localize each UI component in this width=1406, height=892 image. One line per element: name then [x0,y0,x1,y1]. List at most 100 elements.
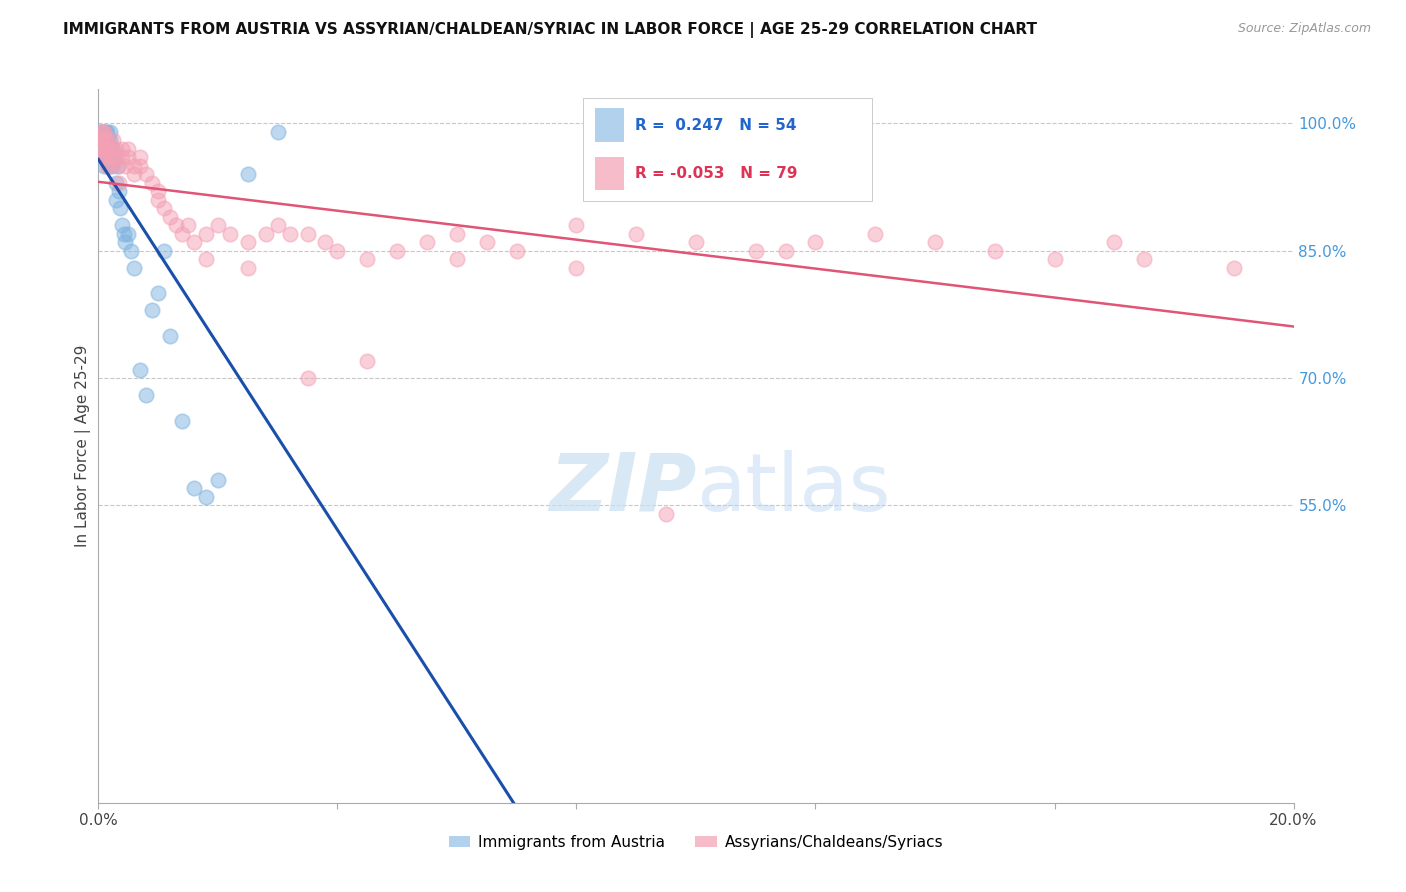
Point [236,260,259,275]
Point [129,150,152,164]
Point [105,176,128,190]
Point [105,150,128,164]
Point [96,159,118,173]
Bar [595,157,624,190]
Point [141,303,163,318]
Point [117,227,139,241]
Point [565,218,588,232]
Point [100,150,122,164]
Y-axis label: In Labor Force | Age 25-29: In Labor Force | Age 25-29 [76,345,91,547]
Point [98,142,122,156]
Point [924,235,946,249]
Point [207,218,229,232]
Point [153,201,176,215]
Text: atlas: atlas [696,450,890,528]
Text: R = -0.053   N = 79: R = -0.053 N = 79 [636,166,797,181]
Point [98,125,122,139]
Point [775,244,797,258]
Point [105,142,128,156]
Point [94,125,117,139]
Point [96,133,118,147]
Point [129,159,152,173]
Point [655,507,678,521]
Point [89,133,111,147]
Point [97,150,120,164]
Point [89,125,111,139]
Point [111,218,134,232]
Point [108,201,131,215]
Point [100,142,122,156]
Point [745,244,768,258]
Point [685,235,707,249]
Point [1133,252,1156,266]
Point [100,150,122,164]
Point [93,150,115,164]
Point [804,235,827,249]
Text: ZIP: ZIP [548,450,696,528]
Point [117,150,139,164]
Point [94,133,117,147]
Point [97,142,120,156]
Point [153,244,176,258]
Point [159,328,181,343]
Point [108,184,131,198]
Point [103,150,125,164]
Point [98,159,121,173]
Point [97,133,120,147]
Point [984,244,1007,258]
Point [98,133,122,147]
Point [148,286,170,301]
Point [98,159,121,173]
Point [172,413,194,427]
Point [91,133,114,147]
Point [236,167,259,181]
Point [267,218,290,232]
Point [112,227,135,241]
Bar [595,108,624,142]
Point [93,159,115,173]
Point [90,125,112,139]
Point [107,159,129,173]
Point [1104,235,1126,249]
Text: IMMIGRANTS FROM AUSTRIA VS ASSYRIAN/CHALDEAN/SYRIAC IN LABOR FORCE | AGE 25-29 C: IMMIGRANTS FROM AUSTRIA VS ASSYRIAN/CHAL… [63,22,1038,38]
Point [326,244,349,258]
Point [111,142,134,156]
Point [172,227,194,241]
Point [267,125,290,139]
Text: Source: ZipAtlas.com: Source: ZipAtlas.com [1237,22,1371,36]
Point [416,235,439,249]
Point [114,159,136,173]
Point [96,133,118,147]
Point [124,260,146,275]
Point [135,388,157,402]
Point [278,227,301,241]
Point [89,142,111,156]
Point [90,133,112,147]
Point [356,252,378,266]
Point [89,142,111,156]
Point [475,235,498,249]
Point [90,142,112,156]
Point [183,482,205,496]
Point [1223,260,1246,275]
Point [94,142,117,156]
Point [356,354,378,368]
Point [96,150,118,164]
Point [195,227,218,241]
Point [565,260,588,275]
Point [111,150,134,164]
Point [91,125,114,139]
Point [114,235,136,249]
Point [865,227,887,241]
Point [91,133,114,147]
Point [219,227,242,241]
Point [446,252,468,266]
Point [1043,252,1066,266]
Point [165,218,187,232]
Point [91,133,114,147]
Point [148,184,170,198]
Point [97,150,120,164]
Point [297,371,319,385]
Point [93,150,115,164]
Point [107,159,129,173]
